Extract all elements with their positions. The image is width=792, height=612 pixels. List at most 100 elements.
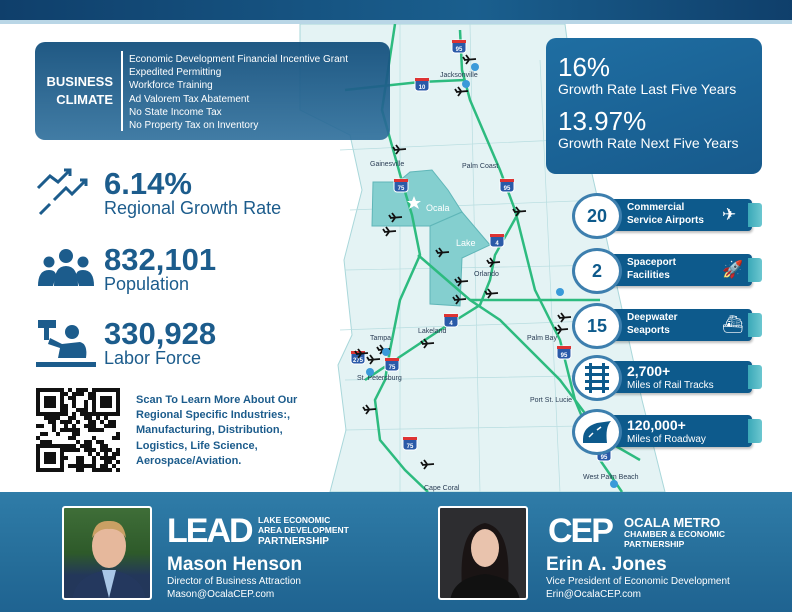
- contact-footer: LEAD LAKE ECONOMIC AREA DEVELOPMENT PARTNE…: [0, 492, 792, 612]
- airport-airplane-icon: [354, 348, 369, 359]
- lake-county: [429, 211, 491, 307]
- rocket-icon: 🚀: [722, 260, 744, 279]
- feature-roadway: 120,000+ Miles of Roadway: [572, 409, 762, 455]
- airport-airplane-icon: [392, 144, 407, 155]
- shield-number: 4: [449, 321, 453, 327]
- growth-label: Growth Rate Next Five Years: [558, 135, 739, 151]
- stat-growth-rate: 6.14% Regional Growth Rate: [36, 168, 281, 218]
- seaport-icon: [610, 480, 618, 488]
- shield-number: 75: [389, 365, 396, 371]
- airplane-icon: ✈: [722, 205, 737, 224]
- trend-arrows-icon: [36, 168, 88, 216]
- airport-airplane-icon: [382, 226, 397, 237]
- stat-label: Population: [104, 274, 190, 294]
- map-city-label: Palm Bay: [527, 335, 557, 342]
- map-city-label: Ocala: [426, 203, 450, 213]
- bc-item: Expedited Permitting: [129, 67, 222, 79]
- bc-item: No State Income Tax: [129, 106, 222, 118]
- feature-seaports: 15 Deepwater Seaports ⛴: [572, 303, 762, 349]
- feature-label: Service Airports: [627, 215, 704, 226]
- contact-email[interactable]: Erin@OcalaCEP.com: [546, 589, 641, 600]
- feature-label: Miles of Roadway: [627, 434, 706, 445]
- airport-airplane-icon: [435, 247, 450, 258]
- airport-airplane-icon: [420, 459, 435, 470]
- lead-logo-text: LAKE ECONOMIC AREA DEVELOPMENT PARTNERSHIP: [258, 515, 349, 548]
- shield-number: 10: [419, 85, 426, 91]
- feature-label: Spaceport: [627, 257, 676, 268]
- map-city-label: Cape Coral: [424, 485, 460, 492]
- feature-label: Deepwater: [627, 312, 678, 323]
- contact-title: Director of Business Attraction: [167, 576, 301, 587]
- shield-number: 4: [495, 241, 499, 247]
- stat-value: 330,928: [104, 316, 217, 351]
- shield-number: 95: [504, 186, 511, 192]
- seaport-icon: [462, 80, 470, 88]
- qr-code[interactable]: [36, 388, 120, 472]
- contact-name: Erin A. Jones: [546, 554, 667, 575]
- seaport-icon: [366, 368, 374, 376]
- shield-number: 95: [601, 455, 608, 461]
- cep-logo: CEP: [548, 512, 614, 550]
- org-line: CHAMBER & ECONOMIC: [624, 529, 726, 539]
- stat-value: 6.14%: [104, 166, 192, 201]
- ship-icon: ⛴: [722, 315, 744, 334]
- map-city-label: Jacksonville: [440, 72, 478, 79]
- airport-airplane-icon: [462, 54, 477, 65]
- stat-value: 832,101: [104, 242, 217, 277]
- growth-value: 13.97%: [558, 106, 647, 136]
- org-line: PARTNERSHIP: [624, 538, 685, 549]
- contact-email[interactable]: Mason@OcalaCEP.com: [167, 589, 275, 600]
- stat-label: Labor Force: [104, 348, 202, 368]
- airport-airplane-icon: [420, 338, 435, 349]
- feature-value: 15: [572, 303, 622, 349]
- growth-value: 16%: [558, 52, 611, 82]
- ocala-star-icon: [407, 196, 421, 209]
- map-city-label: St. Petersburg: [357, 375, 402, 382]
- interstate-shield: 75: [384, 357, 400, 372]
- airport-airplane-icon: [484, 288, 499, 299]
- feature-label: Seaports: [627, 325, 670, 336]
- feature-label: Miles of Rail Tracks: [627, 380, 714, 391]
- contact-title: Vice President of Economic Development: [546, 576, 730, 587]
- bc-item: No Property Tax on Inventory: [129, 120, 259, 132]
- i-75-route: [373, 24, 429, 492]
- shield-number: 75: [407, 444, 414, 450]
- bc-title-1: BUSINESS: [46, 74, 113, 89]
- map-city-label: Port St. Lucie: [530, 397, 572, 404]
- feature-value: 20: [572, 193, 622, 239]
- rail-tracks-icon: [572, 355, 622, 401]
- cep-logo-text: OCALA METRO CHAMBER & ECONOMIC PARTNERSHIP: [624, 516, 725, 549]
- shield-number: 95: [456, 47, 463, 53]
- airport-airplane-icon: [557, 312, 572, 323]
- feature-rail: 2,700+ Miles of Rail Tracks: [572, 355, 762, 401]
- qr-caption: Scan To Learn More About Our Regional Sp…: [136, 394, 298, 467]
- bc-item: Ad Valorem Tax Abatement: [129, 93, 250, 105]
- airport-airplane-icon: [454, 86, 469, 97]
- feature-spaceports: 2 Spaceport Facilities 🚀: [572, 248, 762, 294]
- feature-value: 2: [572, 248, 622, 294]
- interstate-shield: 10: [414, 77, 430, 92]
- county-borders: [339, 24, 641, 492]
- stat-population: 832,101 Population: [36, 244, 216, 294]
- interstate-shield: 95: [499, 178, 515, 193]
- contact-name: Mason Henson: [167, 554, 303, 575]
- seaport-icon: [382, 348, 390, 356]
- growth-label: Growth Rate Last Five Years: [558, 81, 737, 97]
- feature-airports: 20 Commercial Service Airports ✈: [572, 193, 762, 239]
- map-city-label: Lakeland: [418, 328, 447, 335]
- map-city-label: West Palm Beach: [583, 474, 639, 481]
- feature-value: 120,000+: [627, 417, 686, 433]
- airport-airplane-icon: [512, 206, 527, 217]
- airport-airplane-icon: [486, 257, 501, 268]
- feature-label: Commercial: [627, 202, 685, 213]
- interstate-shield: 75: [402, 436, 418, 451]
- bc-item: Workforce Training: [129, 80, 213, 92]
- interstate-shield: 95: [556, 345, 572, 360]
- stat-label: Regional Growth Rate: [104, 198, 282, 218]
- feature-value: 2,700+: [627, 363, 671, 379]
- map-city-label: Gainesville: [370, 161, 404, 168]
- bc-title-2: CLIMATE: [56, 92, 113, 107]
- contact-photo-mason: [62, 506, 152, 600]
- org-line: OCALA METRO: [624, 515, 721, 530]
- seaport-icon: [471, 63, 479, 71]
